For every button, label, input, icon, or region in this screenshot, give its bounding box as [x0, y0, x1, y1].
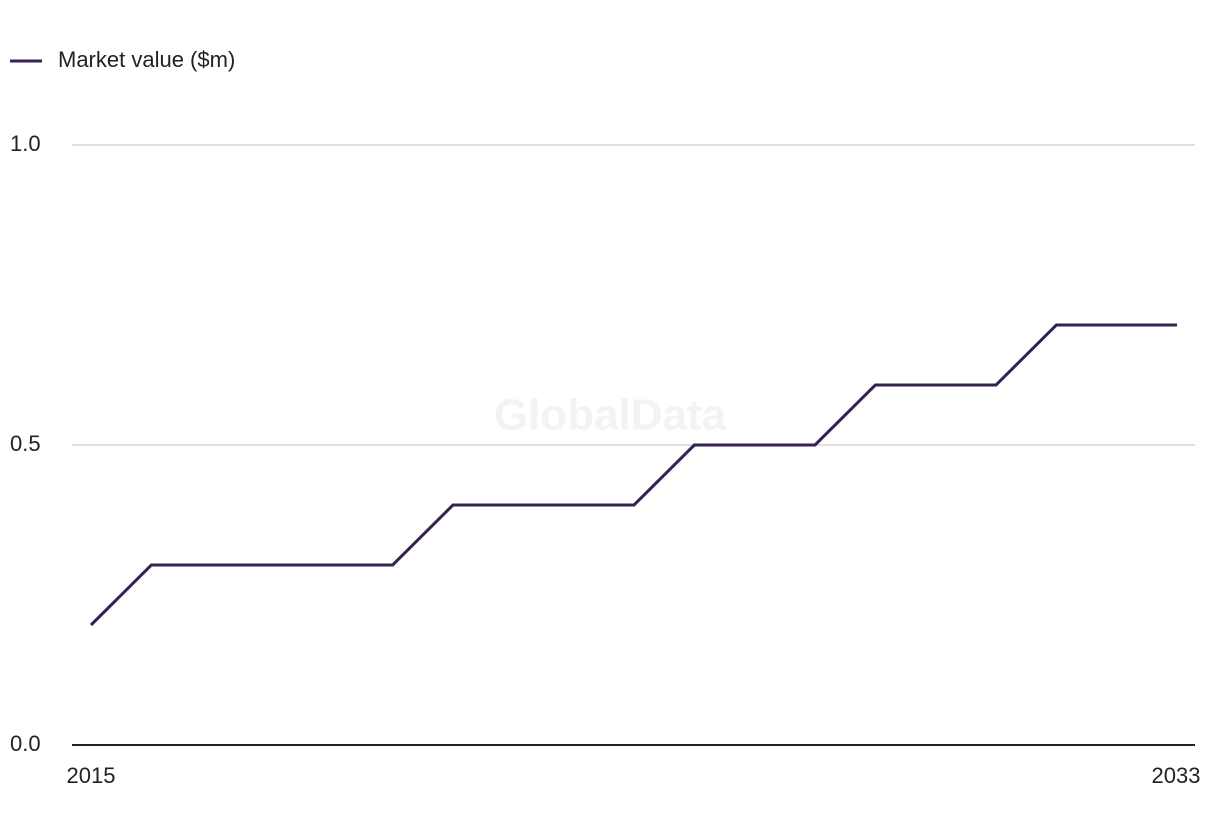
y-tick-label: 0.0 [10, 731, 41, 756]
x-tick-label: 2033 [1152, 763, 1201, 788]
x-tick-label: 2015 [67, 763, 116, 788]
y-tick-label: 0.5 [10, 431, 41, 456]
legend-label: Market value ($m) [58, 47, 235, 72]
watermark: GlobalData [494, 391, 727, 440]
series-line [89, 323, 1177, 627]
y-tick-label: 1.0 [10, 131, 41, 156]
